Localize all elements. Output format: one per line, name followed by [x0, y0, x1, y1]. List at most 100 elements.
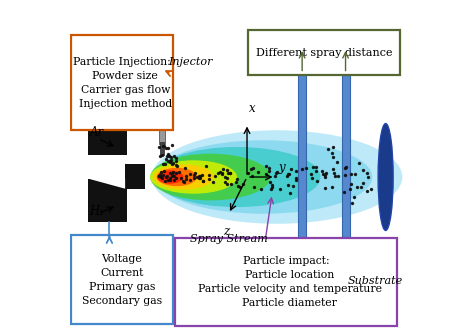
Point: [212, 173, 219, 178]
Point: [363, 188, 370, 194]
Text: Particle impact:
  Particle location
  Particle velocity and temperature
  Parti: Particle impact: Particle location Parti…: [191, 256, 382, 308]
Text: Substrate: Substrate: [348, 276, 403, 286]
Point: [367, 186, 375, 191]
Point: [355, 160, 363, 166]
Point: [284, 182, 292, 188]
Ellipse shape: [155, 140, 372, 214]
Point: [328, 184, 336, 190]
Point: [196, 175, 204, 181]
Point: [157, 174, 165, 180]
Point: [167, 155, 174, 160]
Point: [177, 175, 185, 181]
Point: [346, 186, 354, 191]
Point: [186, 178, 194, 183]
Point: [173, 164, 181, 169]
Text: Voltage
Current
Primary gas
Secondary gas: Voltage Current Primary gas Secondary ga…: [82, 254, 162, 306]
Point: [284, 171, 292, 177]
Ellipse shape: [154, 147, 320, 207]
Point: [364, 175, 371, 180]
Point: [163, 174, 171, 179]
Point: [268, 182, 276, 188]
Point: [340, 189, 348, 194]
Point: [168, 173, 175, 179]
Bar: [158, 70, 165, 144]
Point: [322, 170, 329, 175]
Point: [162, 174, 169, 180]
Point: [227, 181, 235, 186]
Point: [318, 168, 326, 173]
Point: [158, 152, 165, 158]
Bar: [298, 50, 306, 287]
Point: [321, 174, 329, 180]
Point: [360, 181, 367, 186]
Point: [266, 179, 274, 185]
Point: [169, 170, 176, 175]
Point: [168, 161, 176, 167]
Point: [287, 166, 295, 172]
Point: [233, 180, 240, 185]
Point: [283, 173, 291, 179]
FancyBboxPatch shape: [71, 235, 173, 324]
Point: [181, 165, 189, 171]
Point: [190, 173, 197, 178]
Bar: [337, 45, 354, 53]
Point: [182, 174, 190, 179]
Point: [180, 178, 187, 183]
Point: [161, 178, 168, 183]
Point: [173, 162, 180, 167]
Point: [173, 175, 180, 180]
Point: [269, 185, 276, 190]
Point: [334, 174, 342, 179]
Point: [308, 175, 315, 181]
Point: [248, 173, 255, 178]
Polygon shape: [88, 155, 125, 164]
Point: [193, 174, 201, 179]
Bar: [125, 164, 145, 189]
Point: [347, 171, 355, 176]
FancyBboxPatch shape: [175, 238, 397, 326]
Point: [308, 171, 315, 176]
Point: [155, 173, 163, 178]
Point: [262, 171, 270, 176]
Point: [186, 171, 194, 177]
Point: [219, 171, 226, 176]
Point: [173, 158, 180, 163]
Text: x: x: [249, 102, 255, 115]
Point: [166, 159, 174, 164]
Point: [163, 156, 170, 161]
Ellipse shape: [157, 170, 183, 184]
Point: [244, 171, 252, 176]
Point: [205, 172, 213, 177]
Point: [329, 154, 337, 160]
FancyBboxPatch shape: [71, 35, 173, 130]
Point: [159, 172, 167, 177]
Point: [235, 184, 242, 189]
Point: [162, 146, 170, 151]
Point: [249, 166, 256, 171]
Point: [272, 174, 279, 179]
Point: [155, 173, 163, 178]
Point: [170, 153, 178, 159]
Point: [169, 160, 177, 165]
Point: [312, 169, 320, 174]
Point: [172, 170, 180, 176]
Point: [223, 176, 230, 181]
Point: [205, 177, 213, 182]
Polygon shape: [125, 164, 145, 189]
Point: [224, 170, 232, 175]
Point: [334, 159, 341, 164]
Point: [219, 166, 227, 172]
Point: [328, 150, 336, 155]
Bar: [88, 112, 127, 155]
Point: [160, 161, 167, 166]
Point: [250, 184, 258, 189]
Point: [359, 167, 367, 173]
Text: Particle Injection:
  Powder size
  Carrier gas flow
  Injection method: Particle Injection: Powder size Carrier …: [72, 57, 172, 109]
Point: [319, 172, 327, 177]
Point: [166, 170, 174, 176]
Point: [348, 201, 356, 206]
Point: [161, 169, 168, 174]
Point: [233, 176, 241, 181]
Ellipse shape: [157, 168, 197, 186]
Point: [199, 178, 207, 183]
